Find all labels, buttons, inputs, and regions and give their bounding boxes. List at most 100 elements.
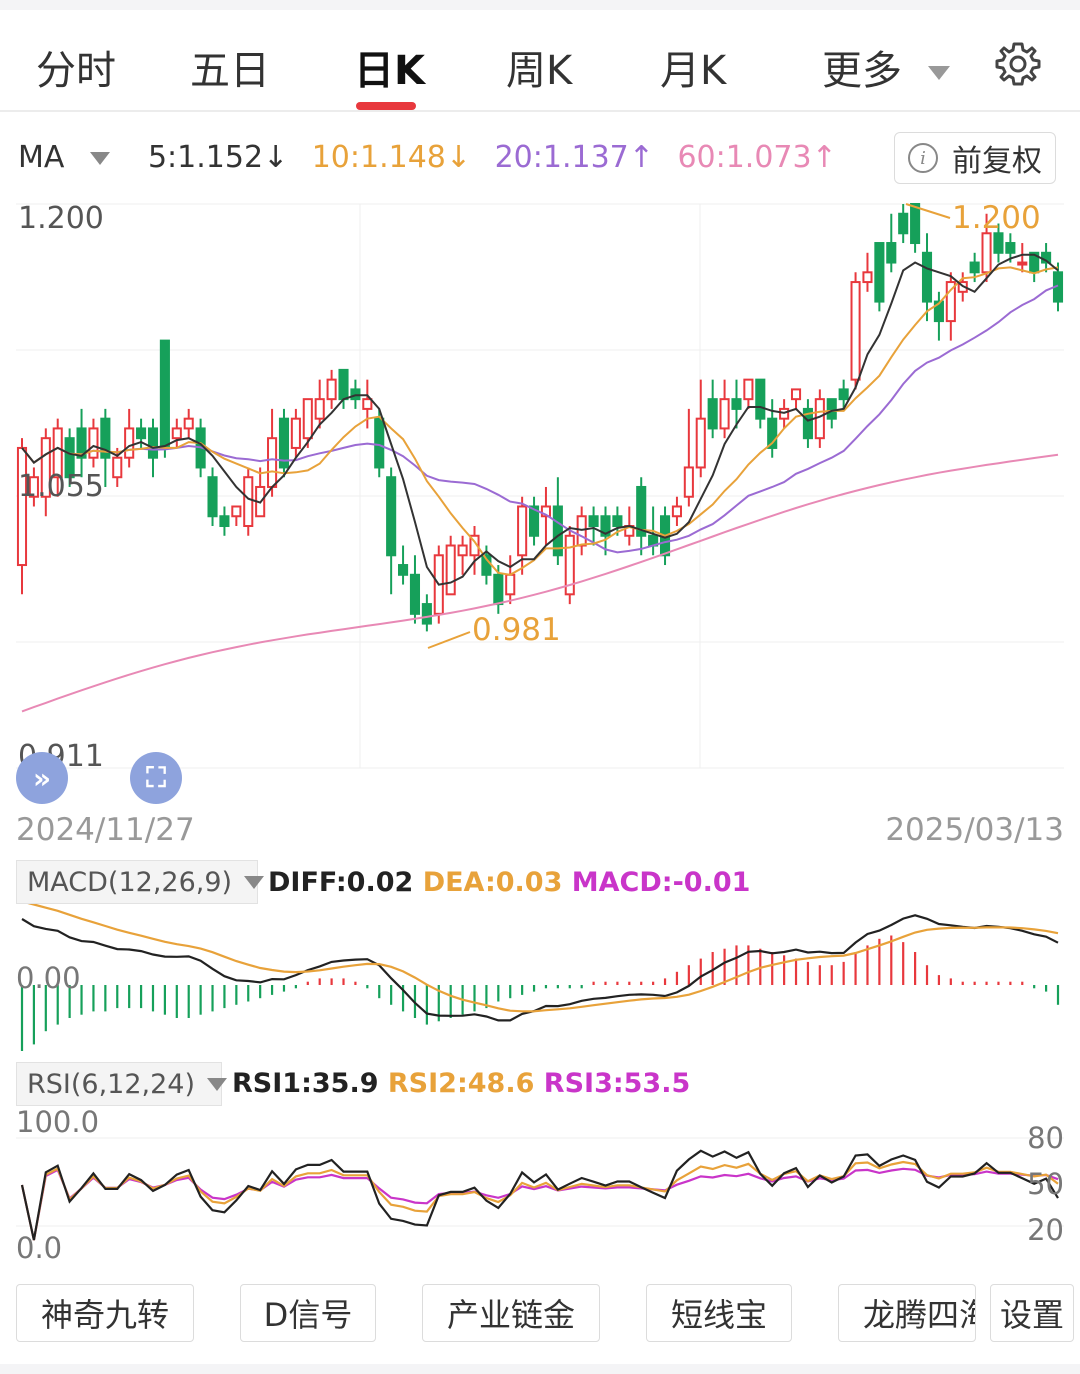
candle (457, 544, 468, 557)
gear-icon[interactable] (994, 40, 1042, 88)
candle (945, 281, 956, 323)
macd-dea: DEA:0.03 (422, 867, 563, 898)
ma60-value: 60:1.073↑ (677, 140, 837, 175)
rsi3-value: RSI3:53.5 (543, 1068, 691, 1099)
candle (969, 261, 980, 274)
candle (731, 398, 742, 410)
candle (409, 573, 421, 615)
ma60-line (21, 453, 1059, 713)
candle (112, 456, 123, 479)
macd-selector[interactable]: MACD(12,26,9) (16, 860, 265, 904)
candle (552, 505, 563, 557)
candle (802, 407, 813, 440)
candle (64, 437, 75, 479)
high-marker: 1.200 (952, 200, 1041, 236)
candle (814, 398, 825, 440)
candle (398, 564, 409, 576)
candle (338, 368, 349, 401)
candle (636, 485, 647, 537)
candle (326, 378, 337, 401)
shenqi-jiuzhuan-button[interactable]: 神奇九转 (16, 1284, 194, 1342)
chevron-down-icon (244, 875, 265, 889)
candle (493, 573, 504, 606)
candle (159, 339, 170, 449)
tab-fenshi[interactable]: 分时 (36, 48, 116, 94)
adjust-label: 前复权 (952, 144, 1042, 179)
tab-zhouk[interactable]: 周K (506, 48, 573, 94)
macd-selector-label: MACD(12,26,9) (27, 866, 233, 898)
candle (278, 417, 290, 469)
candle (1017, 261, 1028, 266)
y-max-label: 1.200 (18, 201, 104, 236)
candle (207, 476, 218, 518)
tab-wuri[interactable]: 五日 (190, 48, 270, 94)
candle (171, 427, 182, 440)
end-date: 2025/03/13 (885, 812, 1064, 848)
candle (910, 203, 921, 245)
settings-button[interactable]: 设置 (990, 1284, 1074, 1342)
candle (898, 212, 909, 235)
candle (695, 417, 706, 469)
tab-more-label: 更多 (822, 48, 902, 94)
rsi-80-label: 80 (1027, 1121, 1064, 1155)
start-date: 2024/11/27 (16, 812, 195, 848)
candle (886, 242, 897, 264)
rsi-selector-label: RSI(6,12,24) (27, 1068, 195, 1100)
candle (671, 505, 682, 518)
ma5-line (21, 253, 1059, 586)
rsi-selector[interactable]: RSI(6,12,24) (16, 1062, 227, 1106)
candle (505, 573, 516, 596)
low-marker: 0.981 (472, 612, 561, 648)
high-marker-line (905, 203, 951, 219)
adjust-button[interactable]: i 前复权 (894, 132, 1056, 184)
ma-legend: MA 5:1.152↓ 10:1.148↓ 20:1.137↑ 60:1.073… (18, 140, 851, 175)
candle (564, 534, 575, 596)
candle (993, 232, 1004, 254)
candle (76, 427, 87, 459)
rsi-50-label: 50 (1027, 1167, 1064, 1201)
candle (933, 300, 944, 323)
candle (445, 544, 456, 596)
candle (921, 251, 933, 303)
ma-selector[interactable]: MA (18, 140, 124, 175)
candle (362, 398, 373, 410)
double-chevron-icon[interactable]: » (16, 752, 68, 804)
candle (290, 417, 301, 449)
candle (52, 427, 63, 479)
tab-yuek[interactable]: 月K (660, 48, 727, 94)
rsi1-line (20, 1149, 1059, 1241)
candle (231, 505, 242, 518)
d-signal-button[interactable]: D信号 (240, 1284, 376, 1342)
ma5-value: 5:1.152↓ (147, 140, 289, 175)
period-tabs: 分时 五日 日K 周K 月K 更多 (0, 10, 1080, 112)
candle (374, 417, 385, 469)
duanxianbao-button[interactable]: 短线宝 (646, 1284, 792, 1342)
candle (517, 505, 528, 557)
candle (136, 427, 147, 440)
candle (16, 446, 28, 567)
candle (719, 398, 730, 430)
low-marker-line (427, 631, 471, 649)
candle (302, 398, 313, 440)
candle (826, 398, 837, 420)
candle (267, 437, 278, 488)
candle (243, 476, 254, 528)
candle (612, 515, 623, 528)
candle (683, 466, 694, 498)
ma10-line (21, 266, 1059, 576)
candle (600, 515, 611, 537)
candle (528, 505, 540, 537)
tab-more[interactable]: 更多 (822, 38, 950, 96)
macd-diff: DIFF:0.02 (268, 867, 414, 898)
tab-rik[interactable]: 日K (354, 48, 425, 94)
candle (219, 515, 230, 528)
ma20-line (21, 284, 1059, 554)
chevron-down-icon (90, 152, 111, 165)
macd-macd: MACD:-0.01 (571, 867, 751, 898)
longteng-sihai-button[interactable]: 龙腾四海 (838, 1284, 976, 1342)
chanye-lianjin-button[interactable]: 产业链金 (422, 1284, 600, 1342)
fullscreen-icon[interactable]: ⛶ (130, 752, 182, 804)
candle (790, 388, 802, 401)
kline-chart[interactable]: 1.200 1.055 0.911 1.200 0.981 0.00 100.0… (0, 0, 1080, 1272)
